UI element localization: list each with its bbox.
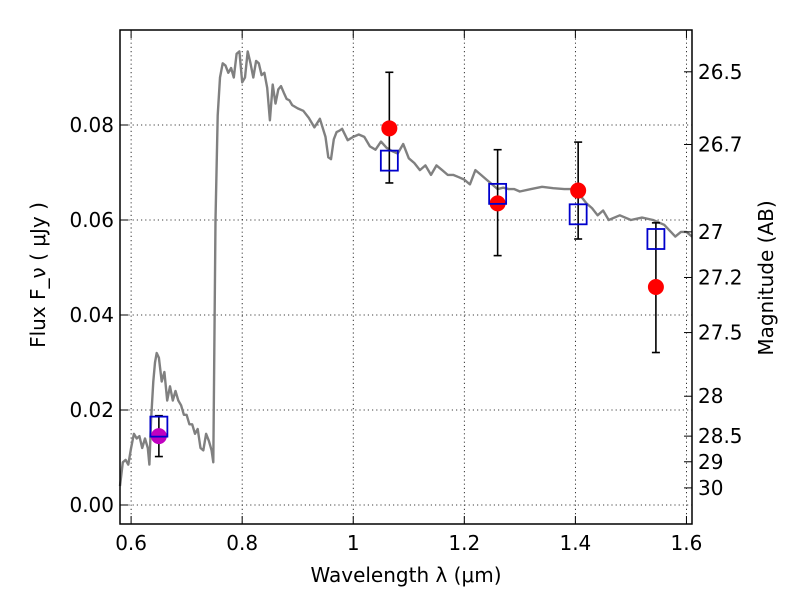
model-photometry-point [488, 182, 508, 205]
right-tick-label: 26.5 [698, 60, 743, 84]
plot-frame [119, 29, 693, 525]
spectrum-layer [118, 50, 693, 487]
right-tick-label: 29 [698, 450, 723, 474]
right-tick-label: 28 [698, 384, 723, 408]
observed-photometry-point [381, 120, 398, 137]
model-photometry-point [149, 415, 169, 438]
tick-labels: 0.6 0.8 1 1.2 1.4 1.6 0.00 0.02 0.04 0.06 0.08 26.5… [69, 60, 742, 555]
x-tick-label: 0.6 [115, 531, 147, 555]
model-photometry-point [568, 203, 588, 226]
y-tick-label: 0.08 [69, 113, 114, 137]
y-tick-label: 0.00 [69, 493, 114, 517]
photometry-layer [149, 71, 666, 458]
right-tick-label: 27.2 [698, 265, 743, 289]
model-photometry-point [379, 149, 399, 172]
observed-photometry-point [570, 182, 587, 199]
axes-layer [119, 29, 693, 525]
x-tick-label: 0.8 [226, 531, 258, 555]
y-axis-right-label: Magnitude (AB) [754, 200, 778, 355]
x-tick-label: 1 [347, 531, 360, 555]
right-tick-label: 27 [698, 220, 723, 244]
right-tick-label: 30 [698, 476, 723, 500]
y-tick-label: 0.02 [69, 398, 114, 422]
x-tick-label: 1.2 [448, 531, 480, 555]
y-axis-label: Flux F_ν ( μJy ) [26, 202, 50, 348]
x-axis-label: Wavelength λ (μm) [310, 563, 501, 587]
gridlines [120, 30, 692, 524]
right-tick-label: 27.5 [698, 321, 743, 345]
x-tick-label: 1.4 [559, 531, 591, 555]
observed-photometry-point [647, 278, 664, 295]
spectrum-curve [118, 50, 693, 487]
y-tick-label: 0.04 [69, 303, 114, 327]
model-photometry-point [646, 228, 666, 250]
y-tick-label: 0.06 [69, 208, 114, 232]
x-tick-label: 1.6 [671, 531, 703, 555]
right-tick-label: 28.5 [698, 424, 743, 448]
right-tick-label: 26.7 [698, 132, 743, 156]
